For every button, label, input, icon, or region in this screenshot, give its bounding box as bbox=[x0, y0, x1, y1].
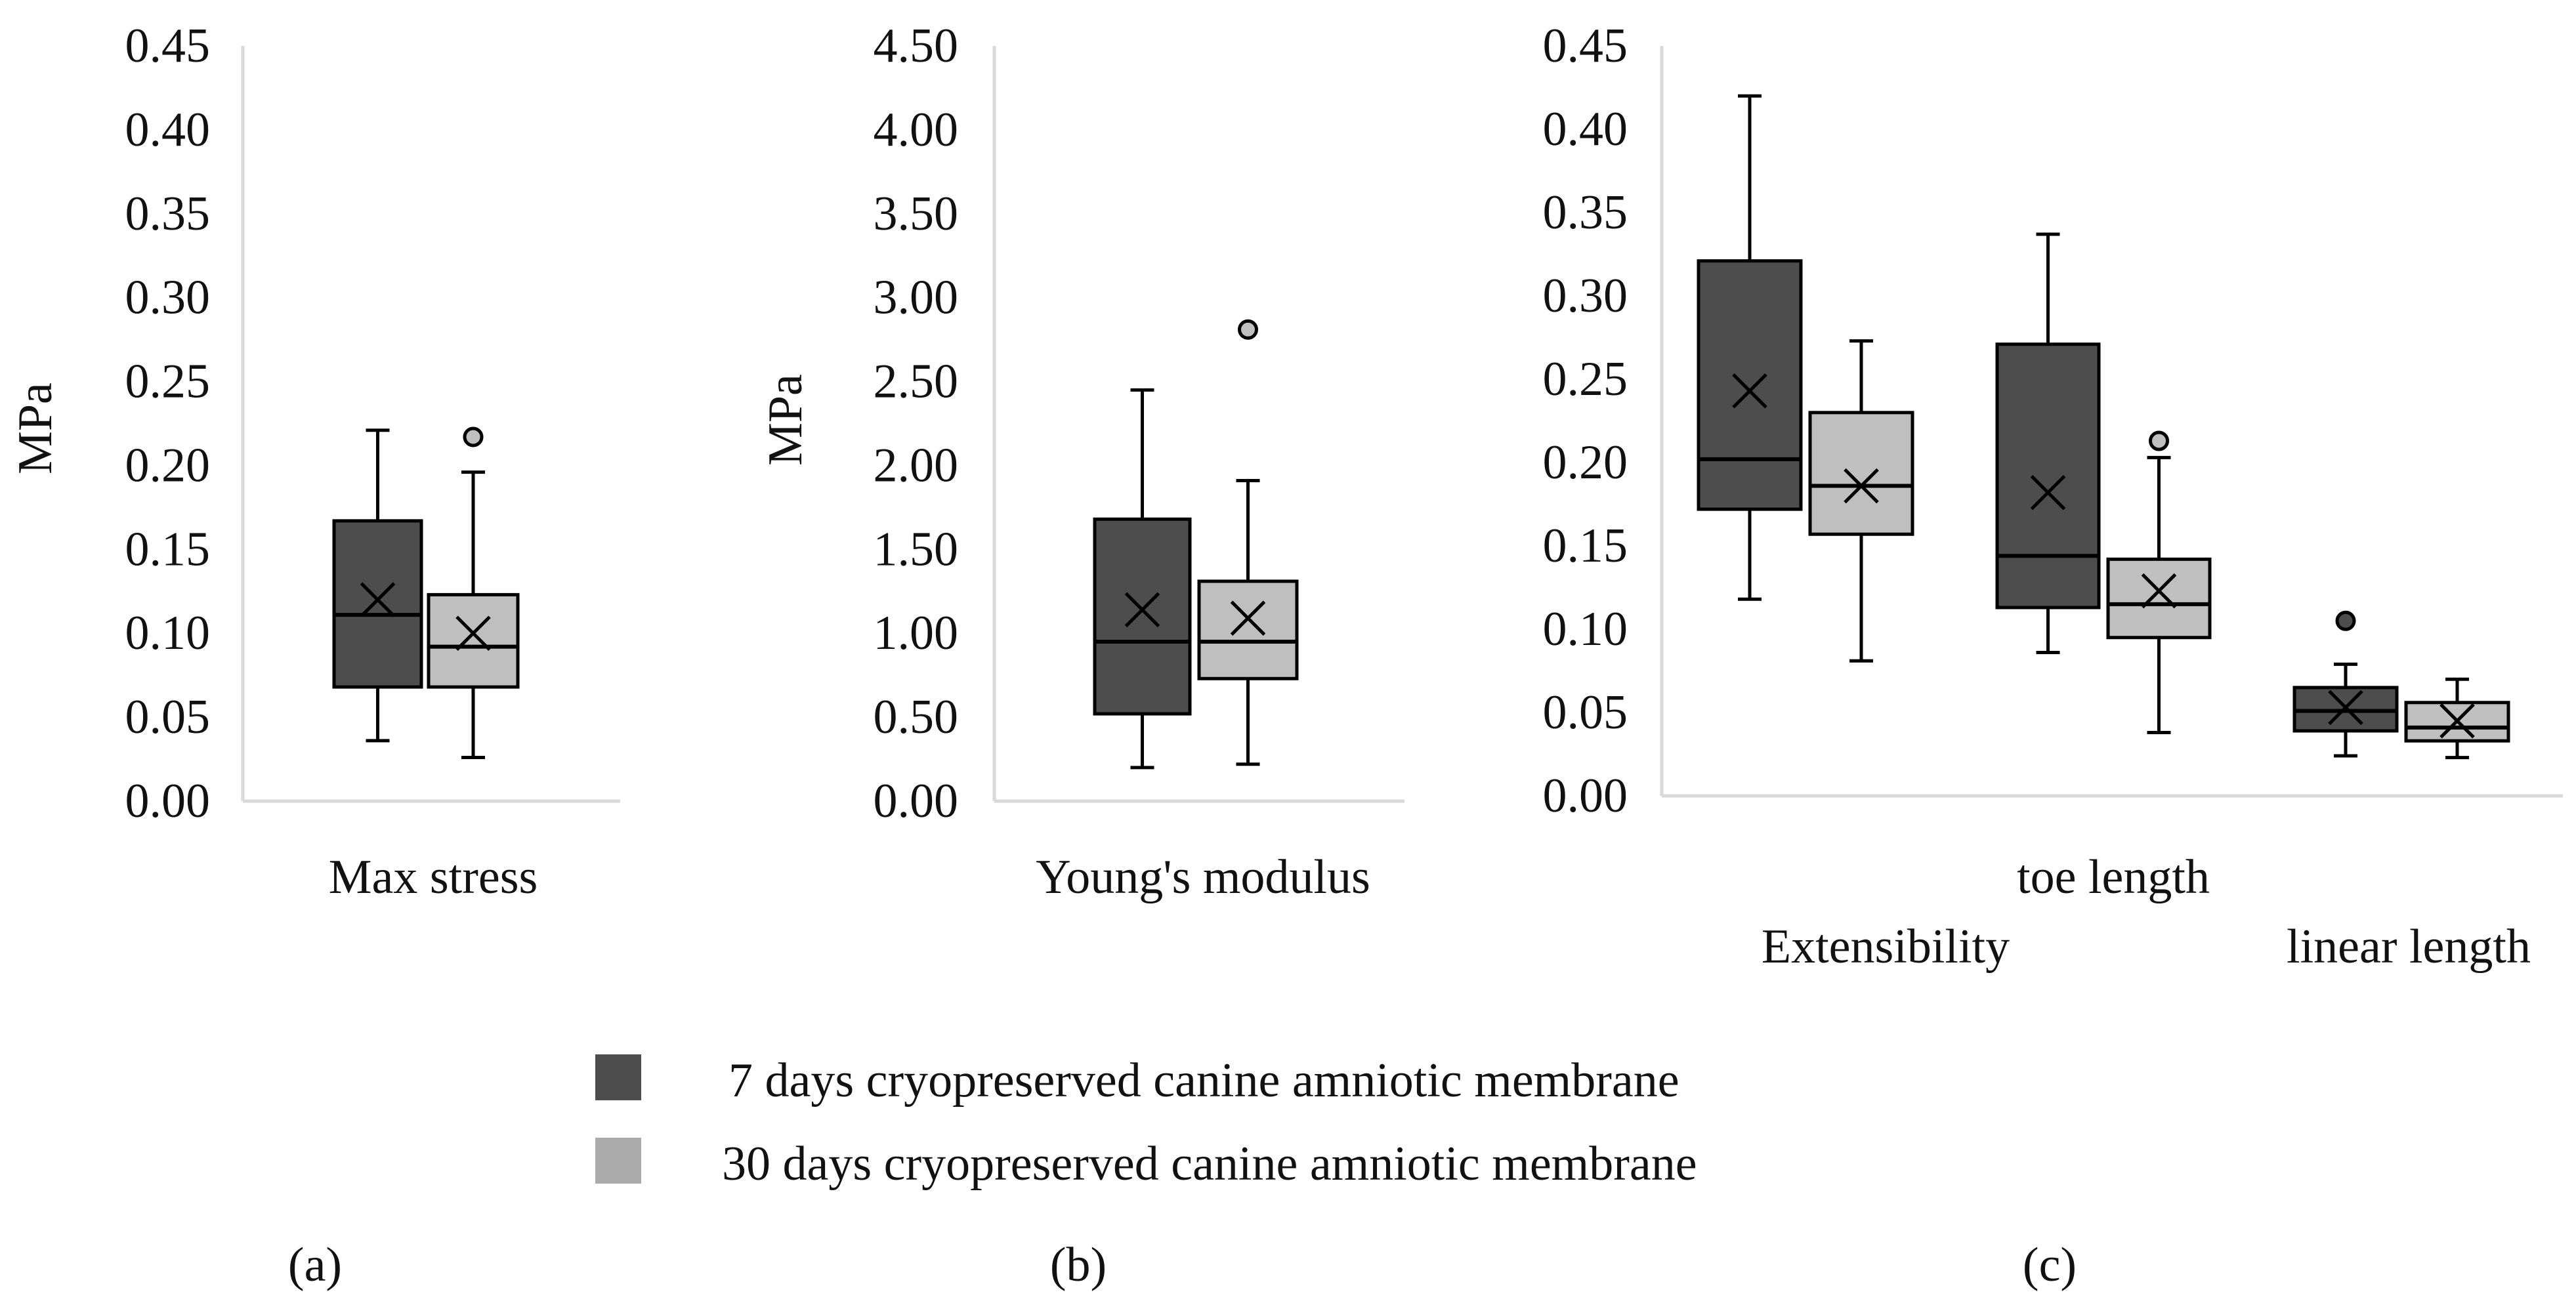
y-tick-labels: 0.00 0.05 0.10 0.15 0.20 0.25 0.30 0.35 0.40 0.45 bbox=[1543, 19, 1628, 823]
y-tick-label: 4.00 bbox=[874, 103, 959, 157]
mean-marker bbox=[360, 582, 396, 617]
y-tick-label: 0.20 bbox=[1543, 436, 1628, 489]
box-plots bbox=[1697, 94, 2510, 760]
y-tick-label: 3.50 bbox=[874, 187, 959, 241]
panel-label-a: (a) bbox=[288, 1238, 342, 1292]
legend-swatch-30-days bbox=[595, 1138, 641, 1184]
mean-marker bbox=[2439, 703, 2475, 739]
category-label-linear-length: linear length bbox=[2287, 920, 2531, 974]
box-plot-30-days bbox=[2106, 430, 2212, 734]
y-tick-label: 0.35 bbox=[1543, 186, 1628, 239]
outlier-point bbox=[2149, 430, 2169, 451]
box-plot-7-days bbox=[1093, 388, 1192, 770]
y-axis-label: MPa bbox=[9, 383, 62, 474]
iqr-box bbox=[2106, 557, 2212, 640]
y-tick-label: 0.05 bbox=[125, 690, 211, 744]
panel-label-b: (b) bbox=[1050, 1238, 1107, 1292]
y-tick-label: 0.00 bbox=[1543, 769, 1628, 823]
y-tick-label: 0.20 bbox=[125, 438, 211, 492]
y-axis-label: MPa bbox=[759, 374, 813, 466]
y-tick-label: 0.45 bbox=[1543, 19, 1628, 73]
iqr-box bbox=[1808, 411, 1914, 536]
box-plot-7-days bbox=[332, 428, 423, 743]
y-tick-label: 0.10 bbox=[1543, 602, 1628, 656]
y-tick-label: 2.50 bbox=[874, 355, 959, 409]
y-tick-label: 0.00 bbox=[874, 774, 959, 828]
mean-marker bbox=[1732, 373, 1767, 409]
mean-marker bbox=[1124, 592, 1160, 628]
y-tick-label: 0.45 bbox=[125, 19, 211, 73]
y-tick-label: 0.05 bbox=[1543, 686, 1628, 739]
legend-swatch-7-days bbox=[595, 1054, 641, 1100]
category-label-toe-length: toe length bbox=[2017, 850, 2210, 904]
mean-marker bbox=[2030, 474, 2066, 510]
mean-marker bbox=[2328, 690, 2363, 726]
panel-label-c: (c) bbox=[2023, 1238, 2077, 1292]
y-tick-label: 0.15 bbox=[1543, 519, 1628, 573]
iqr-box bbox=[1995, 342, 2101, 610]
y-tick-label: 1.50 bbox=[874, 522, 959, 576]
y-tick-label: 0.10 bbox=[125, 606, 211, 660]
y-tick-label: 0.50 bbox=[874, 690, 959, 744]
box-plots bbox=[1093, 319, 1299, 770]
mean-marker bbox=[1230, 600, 1266, 636]
box-plots bbox=[332, 426, 520, 759]
y-tick-label: 0.30 bbox=[125, 271, 211, 325]
y-tick-label: 4.50 bbox=[874, 19, 959, 73]
y-tick-label: 3.00 bbox=[874, 271, 959, 325]
y-tick-labels: 0.00 0.05 0.10 0.15 0.20 0.25 0.30 0.35 0.40 0.45 bbox=[125, 19, 211, 828]
y-tick-label: 0.30 bbox=[1543, 269, 1628, 323]
outlier-point bbox=[2335, 610, 2356, 631]
outlier-point bbox=[463, 426, 484, 447]
category-label-extensibility: Extensibility bbox=[1762, 920, 2010, 974]
box-plot-30-days bbox=[1808, 339, 1914, 663]
panel-b-youngs-modulus: MPa 0.00 0.50 1.00 1.50 2.00 2.50 3.00 3.50 4.00… bbox=[759, 19, 1404, 1292]
iqr-box bbox=[332, 519, 423, 689]
panel-a-max-stress: MPa 0.00 0.05 0.10 0.15 0.20 0.25 0.30 0.35 0.40… bbox=[9, 19, 620, 1292]
box-plot-30-days bbox=[1197, 319, 1299, 766]
iqr-box bbox=[1697, 259, 1803, 511]
box-plot-7-days bbox=[2292, 610, 2399, 758]
y-tick-label: 0.15 bbox=[125, 522, 211, 576]
outlier-point bbox=[1238, 319, 1258, 340]
box-plot-7-days bbox=[1697, 94, 1803, 601]
box-plot-7-days bbox=[1995, 232, 2101, 655]
mean-marker bbox=[455, 615, 491, 651]
legend-label-30-days: 30 days cryopreserved canine amniotic me… bbox=[722, 1137, 1697, 1191]
box-plot-30-days bbox=[2404, 677, 2510, 760]
y-tick-label: 0.35 bbox=[125, 187, 211, 241]
category-label-max-stress: Max stress bbox=[329, 850, 538, 904]
y-tick-labels: 0.00 0.50 1.00 1.50 2.00 2.50 3.00 3.50 4.00 4.50 bbox=[874, 19, 959, 828]
mean-marker bbox=[1844, 468, 1879, 504]
y-tick-label: 0.00 bbox=[125, 774, 211, 828]
y-tick-label: 2.00 bbox=[874, 438, 959, 492]
iqr-box bbox=[1197, 579, 1299, 680]
y-tick-label: 0.25 bbox=[1543, 352, 1628, 406]
panel-c-lengths: 0.00 0.05 0.10 0.15 0.20 0.25 0.30 0.35 0.40 0.45… bbox=[1543, 19, 2563, 1292]
legend: 7 days cryopreserved canine amniotic mem… bbox=[595, 1054, 1697, 1191]
y-tick-label: 0.40 bbox=[1543, 102, 1628, 156]
box-plot-30-days bbox=[427, 426, 520, 759]
iqr-box bbox=[1093, 517, 1192, 716]
category-label-youngs-modulus: Young's modulus bbox=[1036, 850, 1370, 904]
y-tick-label: 1.00 bbox=[874, 606, 959, 660]
y-tick-label: 0.40 bbox=[125, 103, 211, 157]
legend-label-7-days: 7 days cryopreserved canine amniotic mem… bbox=[728, 1054, 1679, 1108]
y-tick-label: 0.25 bbox=[125, 355, 211, 409]
iqr-box bbox=[427, 592, 520, 689]
mean-marker bbox=[2141, 573, 2177, 609]
